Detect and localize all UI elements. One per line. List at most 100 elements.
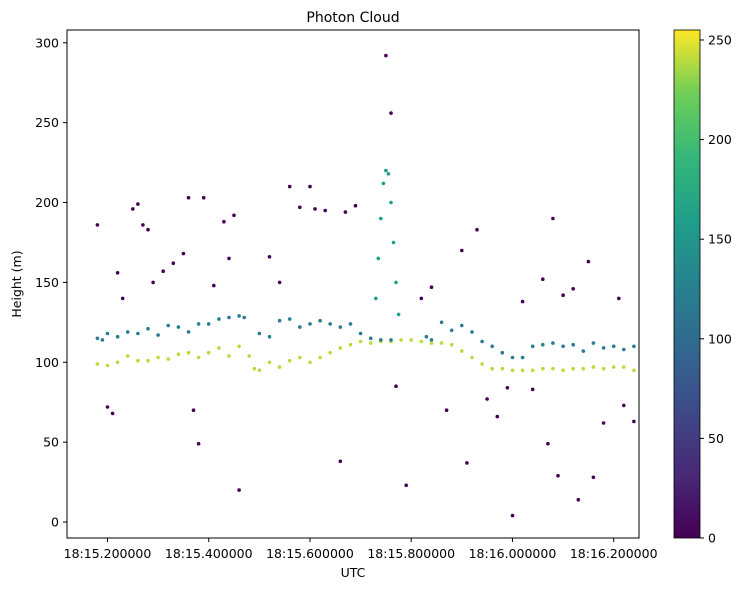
y-tick-label: 100	[35, 355, 59, 370]
photon-point	[298, 325, 302, 329]
photon-point	[146, 227, 150, 232]
photon-point	[500, 366, 505, 371]
photon-point	[374, 296, 378, 301]
photon-point	[379, 216, 383, 221]
photon-point	[328, 350, 333, 355]
photon-point	[480, 339, 484, 344]
photon-point	[495, 414, 500, 419]
photon-point	[632, 344, 636, 349]
photon-point	[110, 411, 115, 416]
x-tick-label: 18:15.400000	[165, 546, 253, 561]
photon-point	[196, 322, 201, 326]
photon-point	[186, 195, 191, 200]
photon-point	[500, 350, 505, 355]
photon-point	[551, 366, 555, 371]
photon-point	[556, 473, 560, 478]
photon-point	[632, 368, 636, 373]
photon-point	[125, 354, 130, 358]
colorbar-tick-label: 0	[708, 531, 716, 546]
photon-point	[232, 213, 236, 218]
colorbar-tick-label: 250	[708, 32, 732, 47]
photon-point	[399, 338, 403, 342]
photon-point	[267, 334, 272, 339]
photon-point	[237, 488, 241, 492]
photon-point	[176, 352, 181, 357]
photon-point	[237, 344, 241, 349]
photon-point	[222, 219, 226, 224]
photon-point	[384, 168, 388, 173]
photon-point	[328, 322, 333, 326]
y-tick-label: 300	[35, 35, 59, 50]
y-tick-label: 200	[35, 195, 59, 210]
photon-point	[379, 338, 383, 342]
photon-point	[95, 362, 100, 366]
photon-point	[227, 315, 231, 320]
photon-point	[465, 461, 469, 465]
photon-point	[601, 366, 606, 371]
photon-point	[475, 227, 479, 232]
photon-point	[520, 368, 525, 373]
photon-point	[287, 358, 292, 363]
photon-point	[217, 317, 221, 321]
photon-point	[391, 240, 396, 245]
photon-point	[298, 355, 302, 360]
photon-point	[348, 342, 353, 347]
photon-point	[424, 334, 429, 339]
photon-point	[338, 459, 343, 464]
photon-point	[470, 330, 474, 334]
photon-point	[439, 341, 444, 345]
photon-point	[287, 317, 292, 321]
photon-point	[105, 331, 110, 336]
photon-point	[247, 354, 251, 358]
photon-point	[252, 366, 257, 371]
photon-point	[267, 360, 272, 365]
y-tick-label: 50	[43, 435, 59, 450]
photon-point	[622, 347, 626, 352]
photon-point	[571, 342, 575, 347]
photon-point	[125, 330, 130, 334]
photon-point	[449, 342, 454, 347]
photon-point	[136, 331, 140, 336]
photon-point	[368, 336, 373, 341]
photon-point	[206, 322, 211, 326]
photon-point	[100, 338, 105, 342]
x-axis-label: UTC	[341, 565, 366, 580]
x-axis: 18:15.200000 18:15.400000 18:15.600000 18:1…	[64, 538, 658, 561]
photon-point	[348, 322, 353, 326]
photon-point	[444, 408, 449, 413]
photon-point	[136, 202, 140, 206]
photon-point	[490, 344, 495, 349]
photon-point	[591, 341, 596, 345]
photon-point	[318, 318, 322, 323]
photon-point	[141, 223, 145, 227]
photon-point	[212, 283, 216, 288]
photon-point	[601, 421, 606, 425]
photon-point	[115, 334, 120, 339]
photon-point	[227, 354, 231, 358]
photon-point	[591, 475, 596, 480]
photon-point	[338, 346, 343, 350]
photon-point	[611, 344, 616, 349]
photon-point	[242, 315, 246, 320]
photon-point	[510, 513, 515, 518]
photon-point	[146, 358, 150, 363]
photon-point	[308, 360, 312, 365]
colorbar-tick-label: 50	[708, 431, 724, 446]
photon-point	[308, 322, 312, 326]
photon-point	[105, 405, 110, 409]
photon-point	[551, 216, 555, 221]
photon-point	[460, 349, 464, 353]
photon-point	[368, 341, 373, 345]
x-tick-label: 18:15.800000	[367, 546, 455, 561]
photon-point	[480, 362, 484, 366]
photon-point	[166, 357, 170, 361]
photon-point	[419, 339, 424, 344]
photon-point	[601, 346, 606, 350]
photon-point	[470, 355, 474, 360]
photon-point	[586, 259, 591, 264]
photon-point	[257, 368, 262, 373]
photon-point	[120, 296, 125, 301]
photon-point	[166, 323, 170, 328]
plot-frame	[66, 29, 640, 539]
photon-point	[429, 341, 434, 345]
